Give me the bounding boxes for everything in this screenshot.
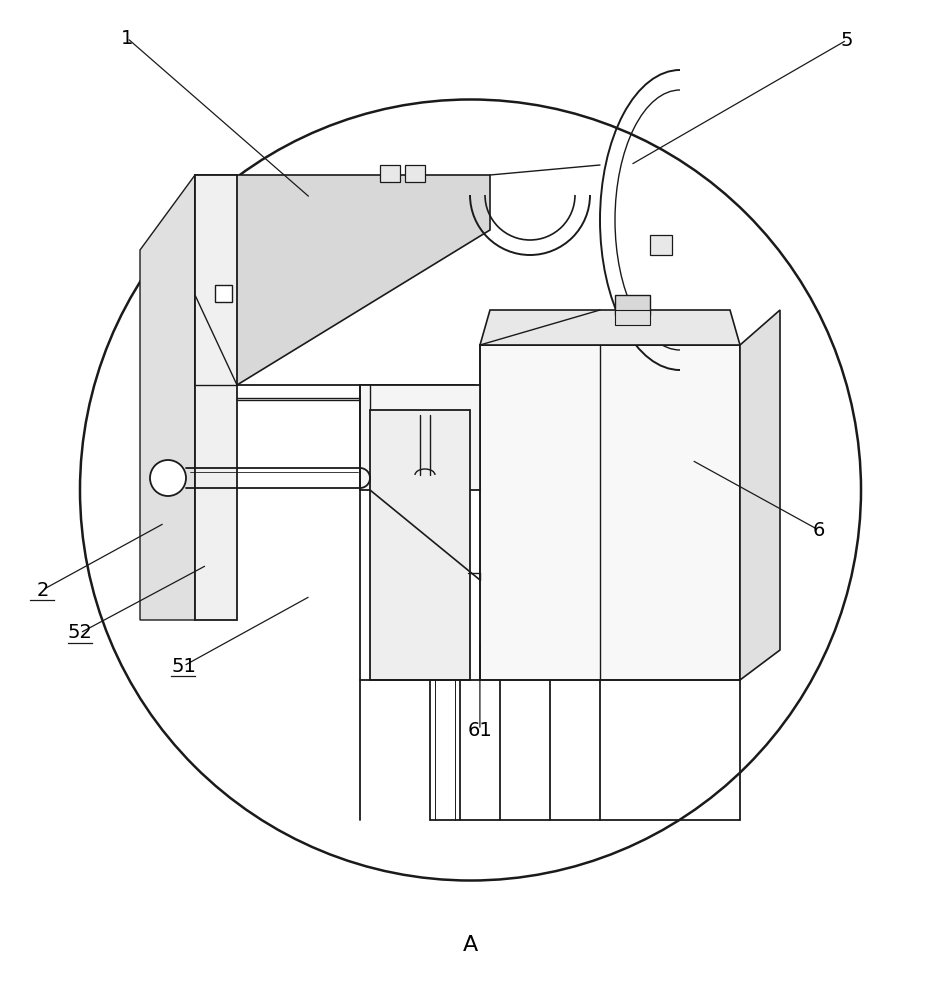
Polygon shape <box>195 175 237 620</box>
Polygon shape <box>615 295 650 315</box>
Text: 52: 52 <box>68 624 92 643</box>
Circle shape <box>150 460 186 496</box>
Polygon shape <box>360 385 480 490</box>
Polygon shape <box>480 345 740 680</box>
Polygon shape <box>740 310 780 680</box>
Polygon shape <box>195 175 490 385</box>
Text: 6: 6 <box>812 520 825 540</box>
Text: 1: 1 <box>120 28 134 47</box>
Polygon shape <box>615 310 650 325</box>
Text: 5: 5 <box>840 30 853 49</box>
Polygon shape <box>215 285 232 302</box>
Circle shape <box>80 99 861 881</box>
Text: 61: 61 <box>468 720 492 740</box>
Text: 2: 2 <box>36 580 49 599</box>
Polygon shape <box>405 165 425 182</box>
Polygon shape <box>480 310 740 345</box>
Polygon shape <box>650 235 672 255</box>
Polygon shape <box>380 165 400 182</box>
Polygon shape <box>140 175 195 620</box>
Polygon shape <box>370 410 470 680</box>
Text: A: A <box>463 935 478 955</box>
Text: 51: 51 <box>171 656 196 676</box>
